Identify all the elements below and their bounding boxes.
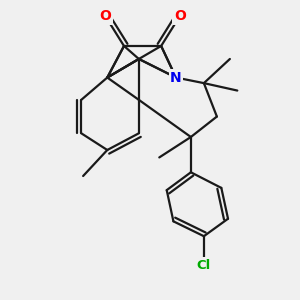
Text: O: O <box>174 9 186 23</box>
Text: N: N <box>170 70 182 85</box>
Text: O: O <box>100 9 111 23</box>
Text: Cl: Cl <box>197 259 211 272</box>
